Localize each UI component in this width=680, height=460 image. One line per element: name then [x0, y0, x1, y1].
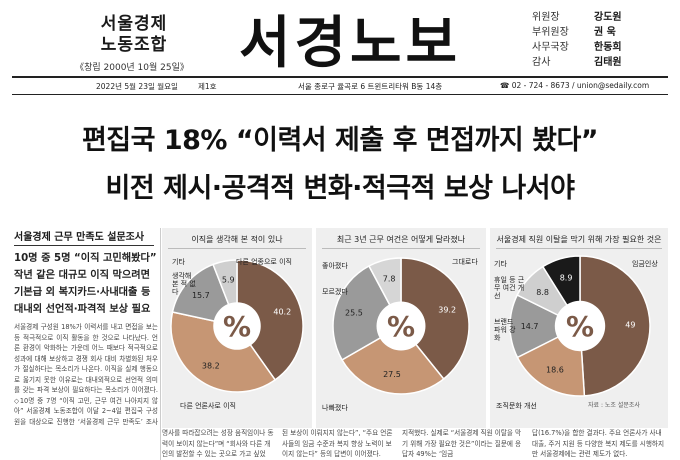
chart-source: 자료 : 노조 설문조사 — [588, 402, 640, 409]
pie-slice — [509, 294, 582, 359]
donut-hole — [213, 302, 261, 350]
pie-slice — [579, 255, 651, 397]
chart-title-2: 최근 3년 근무 여건은 어떻게 달라졌나 — [336, 235, 466, 244]
masthead-rule-bottom — [12, 94, 668, 95]
percent-glyph: % — [223, 310, 251, 343]
pie-value-label: 7.8 — [383, 275, 396, 284]
pie-label: 다른 업종으로 이직 — [236, 258, 292, 266]
staff-role: 위원장 — [532, 12, 560, 23]
staff-name: 김태원 — [594, 57, 622, 68]
pie-value-label: 5.9 — [222, 275, 235, 284]
staff-row: 감사 김태원 — [532, 55, 652, 70]
newspaper-title: 서경노보 — [238, 10, 462, 76]
staff-list: 위원장 강도원 부위원장 권 욱 사무국장 한동희 감사 김태원 — [532, 10, 652, 70]
article-body-continued: 답(16.7%)을 합한 결과다. 주요 언론사가 사내 대출, 주거 지원 등… — [532, 429, 665, 458]
issue-number: 제1호 — [198, 82, 217, 91]
pie-slice — [170, 311, 277, 393]
pie-label: 조직문화 개선 — [496, 402, 537, 410]
issue-date: 2022년 5월 23일 월요일 — [96, 82, 178, 91]
founded-date: 《창립 2000년 10월 25일》 — [75, 63, 189, 73]
summary-line: 작년 같은 대규모 이직 막으려면 — [14, 270, 151, 281]
chart-title-3: 서울경제 직원 이탈을 막기 위해 가장 필요한 것은 — [496, 235, 662, 244]
pie-value-label: 27.5 — [383, 370, 401, 379]
pie-value-label: 18.6 — [546, 366, 564, 375]
staff-row: 부위원장 권 욱 — [532, 25, 652, 40]
staff-role: 감사 — [532, 57, 551, 68]
summary-line: 기본급 외 복지카드·사내대출 등 — [14, 287, 151, 298]
article-body-continued: 지적했다. 실제로 “서울경제 직원 이탈을 막기 위해 가장 필요한 것은”이… — [402, 429, 522, 458]
staff-row: 위원장 강도원 — [532, 10, 652, 25]
masthead-rule-top — [12, 76, 668, 78]
union-name-line1: 서울경제 — [100, 14, 168, 34]
pie-label: 다른 언론사로 이직 — [180, 402, 236, 410]
pie-value-label: 8.8 — [536, 288, 549, 297]
contact-info: ☎ 02 - 724 - 8673 / union@sedaily.com — [500, 81, 650, 90]
percent-glyph: % — [387, 310, 415, 343]
donut-hole — [554, 300, 606, 352]
staff-name: 권 욱 — [594, 27, 616, 38]
percent-glyph: % — [566, 310, 594, 343]
pie-label: 기타 — [494, 260, 507, 268]
pie-label: 기타 — [172, 258, 185, 266]
staff-name: 강도원 — [594, 12, 622, 23]
pie-slice — [332, 264, 403, 361]
pie-slice — [400, 257, 470, 380]
union-name: 서울경제 노동조합 — [88, 14, 180, 56]
pie-value-label: 15.7 — [192, 291, 210, 300]
summary-line: 대내외 선언적·파격적 보상 필요 — [14, 304, 151, 315]
survey-label: 서울경제 근무 만족도 설문조사 — [14, 232, 145, 243]
pie-label: 좋아졌다 — [322, 262, 348, 270]
pie-value-label: 49 — [625, 320, 635, 329]
summary-line: 10명 중 5명 “이직 고민해봤다” — [14, 253, 157, 264]
chart-title-1: 이직을 생각해 본 적이 있나 — [191, 235, 283, 244]
article-body-continued: 된 보상이 이뤄지지 않는다”, “주요 언론사들의 임금 수준과 복지 향상 … — [282, 429, 393, 458]
pie-value-label: 25.5 — [345, 308, 363, 317]
pie-value-label: 38.2 — [202, 362, 220, 371]
divider — [168, 248, 306, 249]
divider — [322, 248, 480, 249]
pie-label: 임금인상 — [632, 260, 658, 268]
pie-label: 브랜드 파워 강화 — [494, 318, 516, 342]
donut-hole — [376, 301, 426, 351]
pie-label: 그대로다 — [452, 258, 478, 266]
pie-slice — [341, 325, 445, 395]
pie-slice — [236, 259, 304, 381]
pie-value-label: 39.2 — [438, 306, 456, 315]
pie-value-label: 40.2 — [273, 308, 291, 317]
staff-row: 사무국장 한동희 — [532, 40, 652, 55]
address: 서울 종로구 율곡로 6 트윈트리타워 B동 14층 — [298, 82, 443, 91]
article-body: 서울경제 구성원 18%가 이력서를 내고 면접을 보는 등 적극적으로 이직 … — [14, 323, 158, 426]
staff-role: 사무국장 — [532, 42, 569, 53]
column-divider — [160, 228, 161, 460]
pie-label: 모르겠다 — [322, 288, 348, 296]
headline-main: 편집국 18% “이력서 제출 후 면접까지 봤다” — [81, 125, 599, 156]
divider — [14, 245, 154, 246]
article-body-continued: 명사를 따라잡으려는 성장 움직임이나 동력이 보이지 않는다”며 “회사와 다… — [162, 429, 274, 458]
pie-value-label: 8.9 — [560, 274, 573, 283]
lead-summary: 10명 중 5명 “이직 고민해봤다” 작년 같은 대규모 이직 막으려면 기본… — [14, 250, 160, 318]
headline-sub: 비전 제시·공격적 변화·적극적 보상 나서야 — [105, 173, 575, 204]
pie-value-label: 14.7 — [521, 322, 539, 331]
pie-label: 휴일 등 근무 여건 개선 — [494, 276, 525, 300]
pie-label: 나빠졌다 — [322, 404, 348, 412]
divider — [496, 248, 662, 249]
info-bar: 2022년 5월 23일 월요일 제1호 서울 종로구 율곡로 6 트윈트리타워… — [12, 79, 668, 93]
staff-name: 한동희 — [594, 42, 622, 53]
union-name-line2: 노동조합 — [100, 35, 168, 55]
staff-role: 부위원장 — [532, 27, 569, 38]
pie-label: 생각해 본 적 없다 — [172, 272, 196, 296]
